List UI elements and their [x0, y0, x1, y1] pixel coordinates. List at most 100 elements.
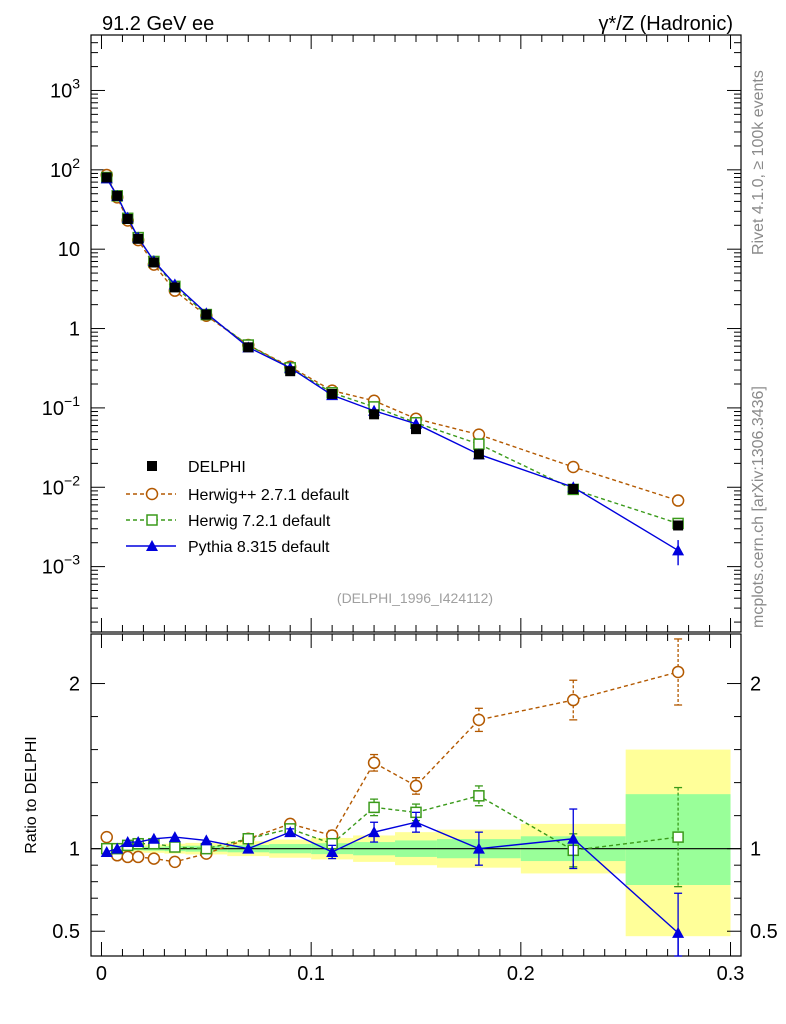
ratio-y-tick-label-right: 1: [750, 839, 761, 861]
chart-title-right: γ*/Z (Hadronic): [599, 13, 733, 35]
ratio-point-herwigpp: [147, 852, 161, 865]
ratio-x-tick-label: 0: [96, 963, 107, 985]
legend-label: Pythia 8.315 default: [188, 539, 330, 556]
point-data: [285, 366, 296, 377]
ratio-x-tick-label: 0.1: [297, 963, 325, 985]
point-data: [101, 172, 112, 183]
legend-label: Herwig++ 2.7.1 default: [188, 487, 350, 504]
ratio-point-herwig7: [473, 790, 485, 802]
ratio-point-herwigpp: [567, 693, 580, 707]
ratio-point-herwig7: [672, 831, 684, 843]
tick-base: 10: [42, 477, 64, 499]
legend-item-data: DELPHI: [147, 459, 246, 476]
ratio-point-pythia: [111, 842, 124, 854]
point-data: [369, 409, 380, 420]
legend-label: Herwig 7.2.1 default: [188, 513, 331, 530]
point-data: [243, 342, 254, 353]
point-herwigpp: [671, 494, 685, 507]
main-y-tick-label: 1: [69, 319, 80, 341]
ratio-point-pythia: [168, 831, 181, 843]
tick-exponent: −2: [64, 472, 80, 488]
point-data: [673, 520, 684, 531]
point-data: [327, 388, 338, 399]
ratio-point-pythia: [472, 842, 485, 854]
ratio-point-herwigpp: [472, 713, 486, 727]
legend-marker: [146, 514, 158, 526]
tick-base: 10: [50, 160, 72, 182]
ratio-point-herwigpp: [100, 830, 113, 844]
tick-exponent: −3: [64, 552, 80, 568]
point-data: [133, 233, 144, 244]
point-data: [148, 257, 159, 268]
ratio-point-pythia: [672, 926, 685, 938]
point-data: [473, 449, 484, 460]
main-y-tick-label: 10−1: [42, 393, 80, 420]
legend-item-pythia: Pythia 8.315 default: [126, 539, 330, 556]
series-herwigpp: [100, 168, 685, 507]
point-herwigpp: [567, 460, 580, 474]
ratio-y-tick-label-left: 0.5: [52, 921, 80, 943]
point-data: [122, 214, 133, 225]
main-y-tick-label: 102: [50, 155, 80, 182]
tick-exponent: 2: [72, 155, 80, 171]
main-y-tick-label: 103: [50, 75, 80, 102]
legend-marker: [145, 487, 159, 501]
ratio-panel: 0.5 0.5 1 1 2 2 0 0.1 0.2 0.3 Ratio to DELPHI: [23, 633, 778, 985]
ratio-point-herwig7: [169, 841, 181, 853]
ratio-y-tick-label-left: 1: [69, 839, 80, 861]
ratio-point-pythia: [410, 816, 422, 828]
legend-item-herwig7: Herwig 7.2.1 default: [126, 513, 331, 530]
ratio-point-pythia: [132, 836, 145, 848]
tick-base: 10: [42, 398, 64, 420]
ratio-point-pythia: [326, 845, 339, 857]
chart-title-left: 91.2 GeV ee: [102, 13, 214, 35]
ratio-point-pythia: [368, 826, 381, 838]
ratio-series-pythia: [100, 808, 685, 957]
ratio-point-herwigpp: [671, 665, 685, 679]
ratio-point-herwigpp: [409, 779, 423, 793]
analysis-watermark: (DELPHI_1996_I424112): [337, 590, 493, 606]
rivet-version-label: Rivet 4.1.0, ≥ 100k events: [750, 70, 767, 255]
point-data: [411, 424, 421, 435]
ratio-point-pythia: [200, 834, 213, 846]
ratio-point-herwig7: [242, 833, 255, 845]
legend-marker: [147, 461, 157, 471]
ratio-x-tick-label: 0.2: [507, 963, 535, 985]
ratio-y-tick-label-right: 0.5: [750, 921, 778, 943]
ratio-point-herwigpp: [121, 850, 134, 864]
ratio-point-pythia: [100, 845, 113, 857]
tick-base: 10: [42, 557, 64, 579]
ratio-x-tick-label: 0.3: [717, 963, 745, 985]
ratio-point-herwigpp: [367, 756, 381, 770]
ratio-y-tick-label-right: 2: [750, 674, 761, 696]
series-line-herwigpp: [106, 174, 679, 502]
tick-exponent: 3: [72, 75, 80, 91]
point-data: [568, 484, 579, 495]
ratio-ylabel: Ratio to DELPHI: [23, 736, 40, 853]
legend-item-herwigpp: Herwig++ 2.7.1 default: [126, 487, 350, 504]
tick-exponent: −1: [64, 393, 80, 409]
process-symbol: γ*/Z: [599, 13, 635, 35]
legend-marker: [146, 540, 158, 551]
main-y-tick-label: 10: [58, 239, 80, 261]
mcplots-label: mcplots.cern.ch [arXiv:1306.3436]: [750, 386, 767, 628]
point-herwig7: [473, 438, 485, 450]
ratio-point-pythia: [567, 832, 580, 844]
tick-base: 10: [50, 80, 72, 102]
ratio-point-herwigpp: [131, 850, 145, 864]
ratio-point-herwig7: [368, 801, 380, 814]
process-label: (Hadronic): [634, 13, 733, 35]
main-y-tick-label: 10−3: [42, 552, 80, 579]
point-data: [169, 282, 180, 293]
ratio-point-pythia: [284, 826, 297, 838]
legend-label: DELPHI: [188, 459, 246, 476]
ratio-y-tick-label-left: 2: [69, 674, 80, 696]
point-data: [112, 190, 123, 201]
series-data: [101, 172, 684, 531]
legend: DELPHI Herwig++ 2.7.1 default Herwig 7.2.1…: [126, 459, 350, 556]
main-y-tick-label: 10−2: [42, 472, 80, 499]
point-data: [201, 309, 212, 320]
ratio-point-pythia: [242, 842, 255, 854]
